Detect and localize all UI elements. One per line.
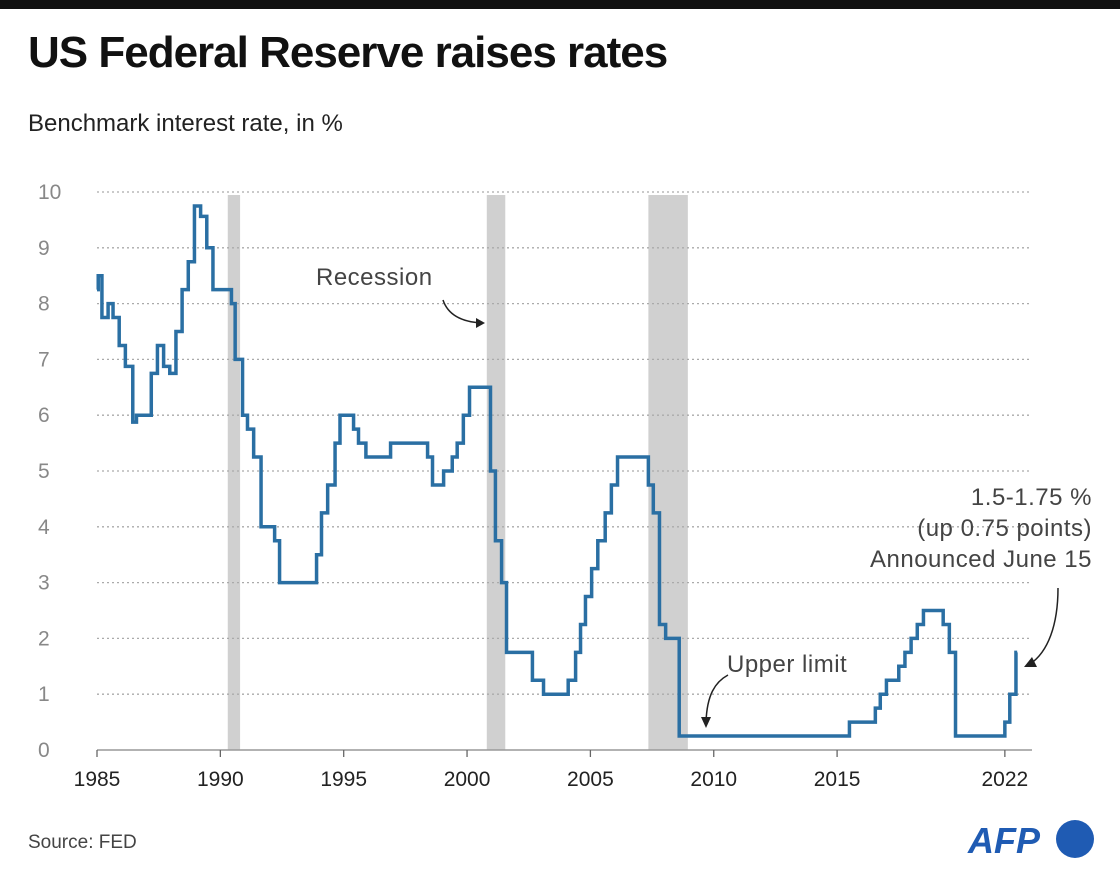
latest-rate-label: 1.5-1.75 %: [971, 484, 1092, 511]
latest-date-label: Announced June 15: [870, 546, 1092, 573]
chart-subtitle: Benchmark interest rate, in %: [28, 110, 343, 137]
y-tick-label: 9: [38, 237, 50, 260]
latest-arrow: [1029, 587, 1059, 665]
grid: [97, 191, 1032, 751]
recession-bands: [227, 195, 688, 750]
y-tick-label: 1: [38, 683, 50, 706]
latest-change-label: (up 0.75 points): [917, 515, 1092, 542]
recession-band: [227, 195, 241, 750]
upper-limit-label: Upper limit: [727, 651, 847, 678]
x-tick-label: 2005: [567, 768, 614, 791]
x-axis: 1985 1990 1995 2000 2005 2010 2015 2022: [74, 750, 1028, 791]
y-tick-label: 10: [38, 181, 61, 204]
recession-label: Recession: [316, 264, 433, 291]
recession-arrowhead: [476, 318, 485, 328]
afp-logo: AFP: [967, 820, 1094, 861]
y-tick-label: 3: [38, 572, 50, 595]
upper-limit-arrowhead: [701, 717, 711, 728]
x-tick-label: 1995: [320, 768, 367, 791]
y-axis: 0 1 2 3 4 5 6 7 8 9 10: [38, 181, 61, 762]
x-tick-label: 1990: [197, 768, 244, 791]
chart-title: US Federal Reserve raises rates: [28, 28, 668, 77]
x-tick-label: 2015: [814, 768, 861, 791]
rate-line: [96, 204, 1018, 738]
afp-logo-circle: [1056, 820, 1094, 858]
y-tick-label: 6: [38, 404, 50, 427]
x-tick-label: 2010: [690, 768, 737, 791]
y-tick-label: 4: [38, 516, 50, 539]
y-tick-label: 8: [38, 293, 50, 316]
latest-arrowhead: [1024, 657, 1037, 667]
afp-logo-text: AFP: [967, 820, 1041, 861]
upper-limit-arrow: [705, 674, 729, 723]
recession-band: [648, 195, 688, 750]
y-tick-label: 0: [38, 739, 50, 762]
source-note: Source: FED: [28, 832, 137, 853]
x-tick-label: 1985: [74, 768, 121, 791]
x-tick-label: 2000: [444, 768, 491, 791]
top-bar: [0, 0, 1120, 9]
y-tick-label: 2: [38, 627, 50, 650]
y-tick-label: 7: [38, 348, 50, 371]
y-tick-label: 5: [38, 460, 50, 483]
x-tick-label: 2022: [981, 768, 1028, 791]
